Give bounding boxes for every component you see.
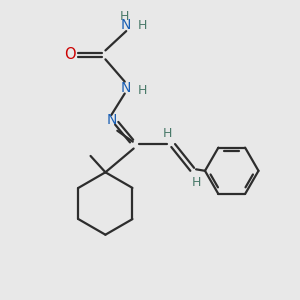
Text: H: H — [191, 176, 201, 189]
Text: H: H — [138, 19, 147, 32]
Text: N: N — [106, 113, 116, 127]
Text: N: N — [121, 81, 131, 94]
Text: O: O — [64, 47, 76, 62]
Text: N: N — [121, 18, 131, 32]
Text: H: H — [163, 127, 172, 140]
Text: H: H — [138, 84, 147, 97]
Text: H: H — [120, 10, 129, 23]
